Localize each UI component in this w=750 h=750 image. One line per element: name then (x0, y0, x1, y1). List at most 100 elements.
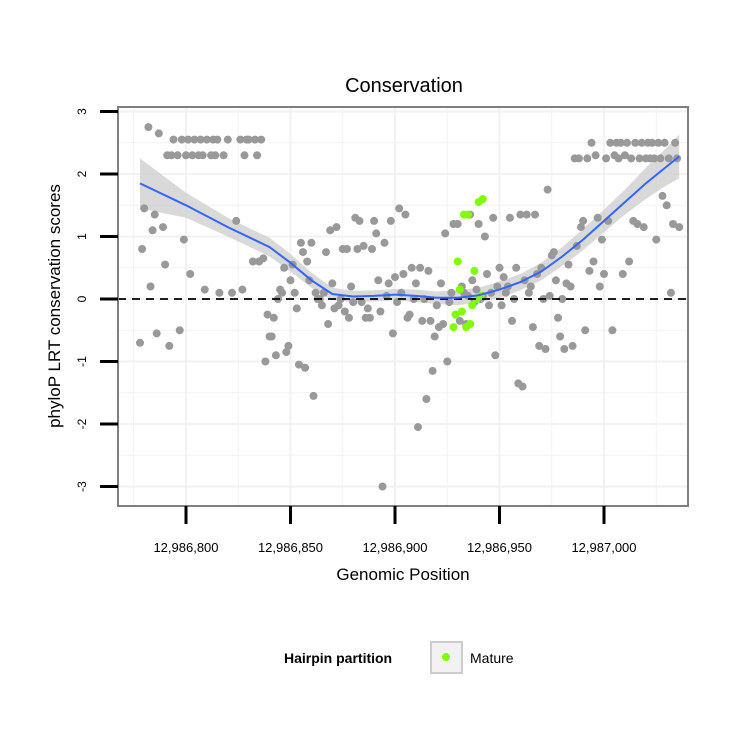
data-point (505, 213, 514, 222)
data-point (495, 263, 504, 272)
data-point (188, 151, 197, 160)
data-point (635, 154, 644, 163)
data-point (326, 226, 335, 235)
data-point (215, 288, 224, 297)
data-point (384, 279, 393, 288)
y-tick-label: 0 (75, 295, 89, 302)
data-point (340, 307, 349, 316)
data-point (551, 276, 560, 285)
data-point (200, 285, 209, 294)
data-point (395, 204, 404, 213)
data-point (240, 151, 249, 160)
data-point (422, 395, 431, 403)
smooth-fit-line (139, 155, 680, 299)
mature-point (464, 210, 473, 219)
data-point (535, 341, 544, 350)
data-point (648, 138, 657, 147)
data-point (656, 154, 665, 163)
data-point (374, 276, 383, 285)
data-point (564, 260, 573, 269)
data-point (144, 123, 153, 132)
data-point (489, 213, 498, 222)
data-point (618, 270, 627, 278)
mature-point (451, 310, 460, 319)
y-tick-label: -1 (75, 356, 89, 367)
confidence-band (140, 134, 680, 306)
data-point (577, 223, 585, 232)
mature-point (478, 195, 487, 203)
data-point (284, 341, 293, 350)
data-point (669, 220, 677, 228)
data-point (625, 257, 634, 266)
data-point (334, 301, 343, 310)
data-point (428, 366, 437, 375)
axes: -3 -2 -1 0 1 2 3 12,986,800 12,986,850 12,986,900… (75, 108, 637, 555)
confidence-band-layer (140, 134, 680, 306)
data-point (574, 154, 583, 163)
data-point (556, 332, 565, 341)
data-point (148, 226, 157, 235)
data-point (232, 216, 241, 225)
data-point (150, 210, 159, 219)
data-point (154, 129, 163, 138)
x-tick-label: 12,987,000 (571, 540, 636, 555)
data-point (236, 135, 245, 144)
data-point (169, 135, 178, 144)
mature-point (449, 323, 458, 332)
data-point (516, 210, 525, 219)
data-point (393, 298, 402, 307)
x-tick-label: 12,986,800 (153, 540, 218, 555)
data-point (296, 238, 305, 247)
data-point (228, 288, 236, 297)
y-tick-label: 1 (75, 233, 89, 240)
mature-point (455, 285, 464, 294)
x-tick-label: 12,986,850 (258, 540, 323, 555)
data-point (336, 295, 345, 303)
y-tick-label: -2 (75, 418, 89, 429)
data-point (589, 257, 598, 266)
data-point (501, 288, 510, 297)
data-point (593, 213, 602, 222)
data-point (652, 235, 661, 244)
data-point (441, 229, 450, 238)
data-point (317, 301, 326, 310)
data-point (597, 235, 606, 244)
data-point (631, 138, 640, 147)
data-points-layer (136, 123, 684, 491)
data-point (248, 257, 257, 266)
data-point (211, 151, 220, 160)
x-tick-label: 12,986,900 (362, 540, 427, 555)
data-point (380, 238, 389, 247)
data-point (430, 332, 439, 341)
data-point (445, 298, 454, 307)
data-point (493, 282, 502, 291)
data-point (518, 382, 527, 391)
data-point (432, 301, 441, 310)
data-point (179, 235, 188, 244)
data-point (554, 313, 562, 322)
data-point (152, 329, 161, 338)
data-point (182, 151, 190, 160)
data-point (198, 151, 207, 160)
data-point (263, 310, 272, 319)
data-point (455, 316, 464, 325)
data-point (223, 135, 232, 144)
mature-point (453, 257, 462, 266)
data-point (468, 276, 477, 285)
data-point (595, 282, 604, 291)
data-point (439, 320, 448, 328)
data-point (261, 357, 270, 366)
data-point (627, 154, 636, 163)
data-point (388, 329, 397, 338)
data-point (543, 185, 552, 194)
data-point (637, 138, 646, 147)
data-point (136, 338, 144, 347)
data-point (267, 332, 276, 341)
data-point (587, 138, 596, 147)
data-point (528, 323, 537, 332)
data-point (309, 391, 318, 400)
data-point (558, 295, 567, 303)
data-point (483, 270, 491, 278)
data-point (290, 288, 299, 297)
